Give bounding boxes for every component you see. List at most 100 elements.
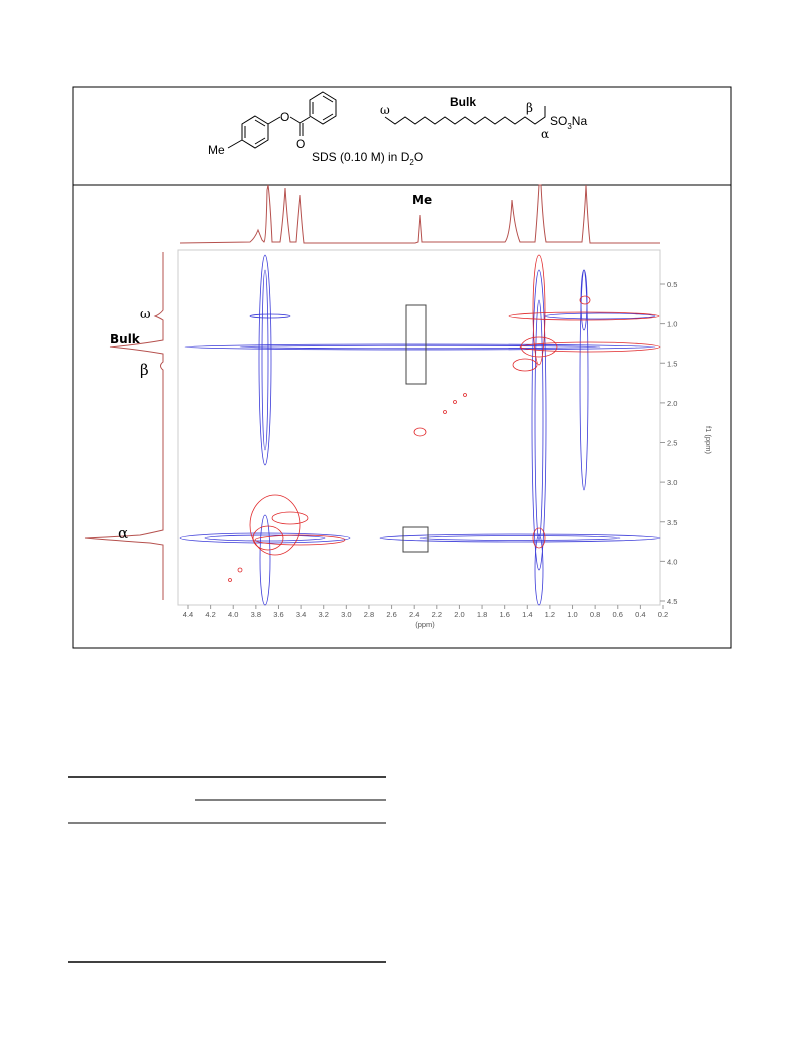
contour <box>443 410 447 414</box>
contour <box>534 299 544 541</box>
top-1d-spectrum <box>179 184 660 244</box>
y-tick-label: 2.0 <box>667 399 677 408</box>
so-sub: 3 <box>567 122 572 131</box>
sds-chain <box>384 106 546 125</box>
ester-oxygen: O <box>280 110 289 124</box>
contour <box>532 527 546 549</box>
x-tick-label: 4.2 <box>205 610 215 619</box>
contour <box>184 343 656 351</box>
alpha-label: α <box>541 127 549 141</box>
shape <box>227 139 243 149</box>
carbonyl-oxygen: O <box>296 137 305 151</box>
shape <box>267 116 281 125</box>
shape <box>299 116 311 124</box>
contour <box>508 311 660 321</box>
contour <box>463 393 467 397</box>
y-tick-label: 1.5 <box>667 359 677 368</box>
x-tick-label: 0.4 <box>635 610 645 619</box>
contours <box>179 254 661 606</box>
contour <box>512 358 538 372</box>
left-bulk: Bulk <box>110 332 141 346</box>
contour <box>204 534 326 542</box>
contour <box>252 525 284 551</box>
contour <box>534 534 544 606</box>
ester-structure <box>227 91 337 149</box>
x-tick-label: 3.8 <box>251 610 261 619</box>
x-tick-label: 1.2 <box>545 610 555 619</box>
x-tick-label: 2.2 <box>432 610 442 619</box>
contour <box>254 534 346 546</box>
shape <box>241 115 269 149</box>
bulk-label: Bulk <box>450 95 476 109</box>
x-tick-label: 2.0 <box>454 610 464 619</box>
shape <box>254 137 266 145</box>
x-tick-label: 0.6 <box>613 610 623 619</box>
x-tick-label: 0.8 <box>590 610 600 619</box>
left-omega: ω <box>140 307 151 322</box>
shape <box>322 95 334 103</box>
highlight-box <box>402 526 429 553</box>
contour <box>249 313 291 319</box>
highlight-box <box>405 304 427 385</box>
x-tick-label: 0.2 <box>658 610 668 619</box>
contour <box>259 514 271 606</box>
x-tick-label: 4.4 <box>183 610 193 619</box>
y-tick-label: 4.5 <box>667 597 677 606</box>
contour <box>453 400 457 404</box>
contour <box>239 344 601 350</box>
sulfonate-label: SO3Na <box>550 114 587 131</box>
y-axis-label: f1 (ppm) <box>704 426 713 454</box>
x-tick-label: 2.6 <box>386 610 396 619</box>
y-tick-label: 4.0 <box>667 557 677 566</box>
x-tick-label: 3.6 <box>273 610 283 619</box>
x-tick-label: 1.4 <box>522 610 532 619</box>
y-tick-label: 3.5 <box>667 518 677 527</box>
caption-main: SDS (0.10 M) in D <box>312 150 410 164</box>
shape <box>289 116 301 124</box>
plot-frame <box>177 249 661 606</box>
caption-end: O <box>414 150 423 164</box>
table-rules <box>68 776 386 963</box>
shape <box>254 119 266 127</box>
contour <box>271 511 309 525</box>
x-tick-label: 2.8 <box>364 610 374 619</box>
omega-label: ω <box>380 103 390 117</box>
contour <box>520 336 558 358</box>
x-tick-label: 1.6 <box>499 610 509 619</box>
y-tick-label: 3.0 <box>667 478 677 487</box>
x-tick-label: 1.0 <box>567 610 577 619</box>
figure-frame <box>72 86 732 649</box>
caption-sub: 2 <box>409 158 414 167</box>
y-tick-label: 2.5 <box>667 439 677 448</box>
x-tick-label: 3.4 <box>296 610 306 619</box>
contour <box>519 341 661 353</box>
contour <box>531 269 547 571</box>
y-tick-label: 0.5 <box>667 280 677 289</box>
y-tick-label: 1.0 <box>667 320 677 329</box>
contour <box>379 533 661 543</box>
left-1d-spectrum <box>84 252 164 600</box>
x-axis-label: (ppm) <box>415 620 435 629</box>
contour <box>532 254 546 366</box>
caption: SDS (0.10 M) in D2O <box>312 150 423 167</box>
beta-label: β <box>526 101 533 115</box>
x-tick-label: 3.2 <box>318 610 328 619</box>
x-tick-label: 1.8 <box>477 610 487 619</box>
contour <box>258 254 272 466</box>
x-tick-label: 3.0 <box>341 610 351 619</box>
contour <box>228 578 232 582</box>
contour <box>413 427 427 437</box>
x-tick-label: 2.4 <box>409 610 419 619</box>
left-alpha: α <box>118 524 128 542</box>
contour <box>579 295 591 305</box>
contour <box>580 269 588 331</box>
shape <box>309 91 337 125</box>
so: SO <box>550 114 567 128</box>
x-tick-label: 4.0 <box>228 610 238 619</box>
na: Na <box>572 114 588 128</box>
contour <box>237 567 243 573</box>
left-beta: β <box>140 361 149 379</box>
